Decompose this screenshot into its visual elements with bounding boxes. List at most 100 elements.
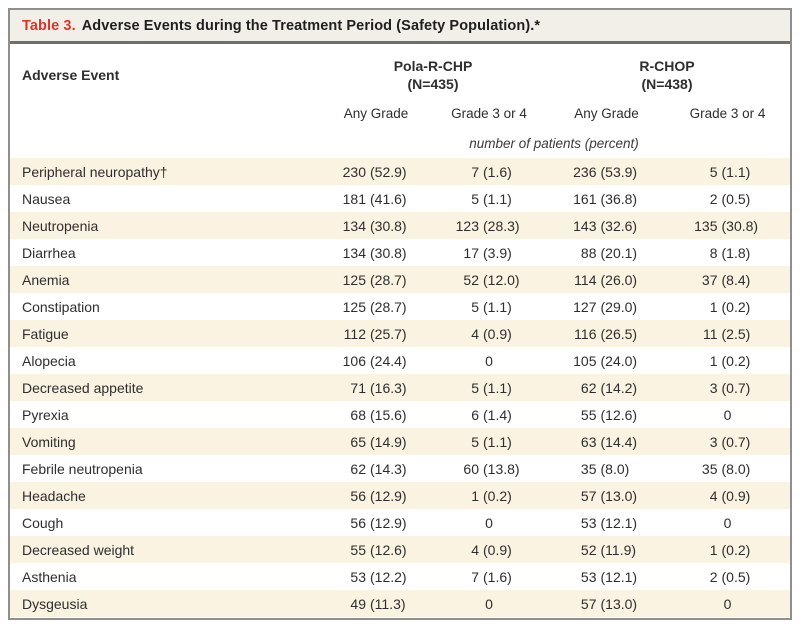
adverse-event-name: Anemia bbox=[22, 271, 70, 288]
adverse-event-name: Febrile neutropenia bbox=[22, 460, 143, 477]
value-cell: 125 (28.7) bbox=[342, 271, 407, 288]
value-cell: 17 (3.9) bbox=[463, 244, 512, 261]
value-cell: 56 (12.9) bbox=[350, 514, 407, 531]
value-cell: 52 (11.9) bbox=[580, 541, 637, 558]
table-row: Decreased appetite 71 (16.3) 5 (1.1) 62 (14.2)… bbox=[10, 374, 790, 401]
adverse-event-column-header: Adverse Event bbox=[22, 66, 120, 83]
adverse-event-name: Fatigue bbox=[22, 325, 69, 342]
value-cell: 53 (12.2) bbox=[350, 568, 407, 585]
table-3-frame: Table 3. Adverse Events during the Treat… bbox=[8, 8, 792, 620]
value-cell: 53 (12.1) bbox=[580, 568, 638, 585]
adverse-event-name: Nausea bbox=[22, 190, 71, 207]
group-name: Pola-R-CHP bbox=[393, 57, 473, 74]
value-cell: 116 (26.5) bbox=[574, 325, 638, 342]
value-cell: 0 bbox=[723, 406, 732, 423]
value-cell: 1 (0.2) bbox=[471, 487, 512, 504]
value-cell: 0 bbox=[485, 352, 493, 369]
header-group-row: Adverse Event Pola-R-CHP (N=435) R-CHOP … bbox=[10, 44, 790, 99]
table-body: Peripheral neuropathy† 230 (52.9) 7 (1.6) 236… bbox=[10, 158, 790, 617]
table-row: Asthenia 53 (12.2) 7 (1.6) 53 (12.1) 2 (0.5) bbox=[10, 563, 790, 590]
value-cell: 105 (24.0) bbox=[573, 352, 638, 369]
value-cell: 7 (1.6) bbox=[471, 163, 512, 180]
table-title-text: Adverse Events during the Treatment Peri… bbox=[81, 17, 541, 34]
value-cell: 56 (12.9) bbox=[350, 487, 407, 504]
table-row: Fatigue 112 (25.7) 4 (0.9) 116 (26.5) 11 (2.5) bbox=[10, 320, 790, 347]
value-cell: 60 (13.8) bbox=[463, 460, 520, 477]
table-row: Alopecia 106 (24.4) 0 105 (24.0) 1 (0.2) bbox=[10, 347, 790, 374]
value-cell: 135 (30.8) bbox=[694, 217, 759, 234]
value-cell: 57 (13.0) bbox=[580, 487, 638, 504]
value-cell: 71 (16.3) bbox=[350, 379, 407, 396]
value-cell: 65 (14.9) bbox=[350, 433, 407, 450]
table-row: Anemia 125 (28.7) 52 (12.0) 114 (26.0) 37 (8.4) bbox=[10, 266, 790, 293]
group-name: R-CHOP bbox=[639, 57, 695, 74]
value-cell: 35 (8.0) bbox=[580, 460, 630, 477]
value-cell: 114 (26.0) bbox=[574, 271, 638, 288]
value-cell: 125 (28.7) bbox=[342, 298, 407, 315]
value-cell: 62 (14.3) bbox=[350, 460, 407, 477]
adverse-event-name: Alopecia bbox=[22, 352, 76, 369]
adverse-event-name: Dysgeusia bbox=[22, 595, 88, 612]
adverse-event-name: Neutropenia bbox=[22, 217, 99, 234]
group-n: (N=438) bbox=[641, 75, 693, 92]
value-cell: 55 (12.6) bbox=[350, 541, 407, 558]
value-cell: 6 (1.4) bbox=[471, 406, 512, 423]
adverse-event-name: Constipation bbox=[22, 298, 100, 315]
value-cell: 123 (28.3) bbox=[455, 217, 520, 234]
subcolumn-grade-3-4-1: Grade 3 or 4 bbox=[451, 106, 527, 121]
table-row: Diarrhea 134 (30.8) 17 (3.9) 88 (20.1) 8 (1.8) bbox=[10, 239, 790, 266]
value-cell: 7 (1.6) bbox=[471, 568, 512, 585]
value-cell: 236 (53.9) bbox=[573, 163, 638, 180]
value-cell: 4 (0.9) bbox=[471, 325, 512, 342]
value-cell: 0 bbox=[723, 514, 732, 531]
value-cell: 52 (12.0) bbox=[463, 271, 520, 288]
adverse-event-name: Decreased appetite bbox=[22, 379, 144, 396]
value-cell: 1 (0.2) bbox=[709, 298, 751, 315]
adverse-event-name: Cough bbox=[22, 514, 64, 531]
value-cell: 63 (14.4) bbox=[580, 433, 638, 450]
value-cell: 134 (30.8) bbox=[342, 244, 407, 261]
value-cell: 5 (1.1) bbox=[709, 163, 751, 180]
value-cell: 49 (11.3) bbox=[350, 595, 406, 612]
table-row: Cough 56 (12.9) 0 53 (12.1) 0 bbox=[10, 509, 790, 536]
value-cell: 143 (32.6) bbox=[573, 217, 638, 234]
table-row: Constipation 125 (28.7) 5 (1.1) 127 (29.0) 1 (0.… bbox=[10, 293, 790, 320]
value-cell: 3 (0.7) bbox=[709, 433, 751, 450]
value-cell: 5 (1.1) bbox=[471, 298, 512, 315]
header-units-row: number of patients (percent) bbox=[10, 128, 790, 158]
adverse-event-name: Vomiting bbox=[22, 433, 76, 450]
value-cell: 0 bbox=[723, 595, 732, 612]
group-header-pola-r-chp: Pola-R-CHP (N=435) bbox=[320, 57, 546, 93]
value-cell: 127 (29.0) bbox=[573, 298, 638, 315]
subcolumn-grade-3-4-2: Grade 3 or 4 bbox=[689, 106, 766, 121]
value-cell: 55 (12.6) bbox=[580, 406, 638, 423]
value-cell: 53 (12.1) bbox=[580, 514, 638, 531]
value-cell: 5 (1.1) bbox=[471, 190, 512, 207]
value-cell: 5 (1.1) bbox=[471, 379, 512, 396]
table-row: Peripheral neuropathy† 230 (52.9) 7 (1.6) 236… bbox=[10, 158, 790, 185]
table-row: Febrile neutropenia 62 (14.3) 60 (13.8) 35 (8.… bbox=[10, 455, 790, 482]
adverse-event-name: Decreased weight bbox=[22, 541, 135, 558]
value-cell: 106 (24.4) bbox=[342, 352, 407, 369]
value-cell: 8 (1.8) bbox=[709, 244, 751, 261]
value-cell: 0 bbox=[485, 514, 493, 531]
value-cell: 4 (0.9) bbox=[471, 541, 512, 558]
table-row: Nausea 181 (41.6) 5 (1.1) 161 (36.8) 2 (0.5) bbox=[10, 185, 790, 212]
value-cell: 62 (14.2) bbox=[580, 379, 638, 396]
value-cell: 1 (0.2) bbox=[709, 541, 751, 558]
value-cell: 161 (36.8) bbox=[573, 190, 638, 207]
value-cell: 68 (15.6) bbox=[350, 406, 407, 423]
value-cell: 5 (1.1) bbox=[471, 433, 512, 450]
group-header-r-chop: R-CHOP (N=438) bbox=[546, 57, 788, 93]
value-cell: 37 (8.4) bbox=[701, 271, 751, 288]
value-cell: 112 (25.7) bbox=[343, 325, 407, 342]
subcolumn-any-grade-1: Any Grade bbox=[343, 106, 409, 121]
value-cell: 11 (2.5) bbox=[702, 325, 751, 342]
value-cell: 2 (0.5) bbox=[709, 568, 751, 585]
header-subcolumn-row: Any Grade Grade 3 or 4 Any Grade Grade 3… bbox=[10, 99, 790, 128]
table-number-label: Table 3. bbox=[22, 17, 76, 34]
value-cell: 88 (20.1) bbox=[580, 244, 638, 261]
value-cell: 0 bbox=[485, 595, 493, 612]
adverse-event-name: Diarrhea bbox=[22, 244, 76, 261]
table-row: Pyrexia 68 (15.6) 6 (1.4) 55 (12.6) 0 bbox=[10, 401, 790, 428]
